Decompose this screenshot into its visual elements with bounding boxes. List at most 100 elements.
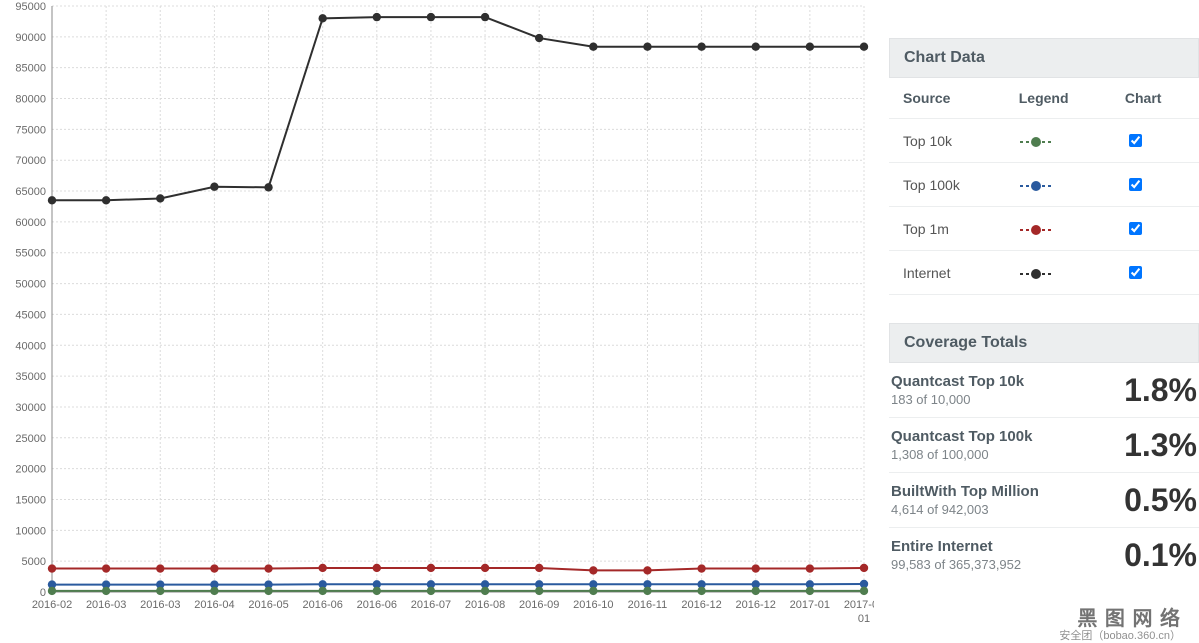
coverage-sub: 1,308 of 100,000: [891, 447, 1032, 462]
svg-text:95000: 95000: [15, 1, 46, 13]
svg-text:70000: 70000: [15, 155, 46, 167]
series-point-top1m: [102, 564, 110, 572]
series-point-top1m: [156, 564, 164, 572]
svg-text:45000: 45000: [15, 309, 46, 321]
series-point-top10k: [318, 587, 326, 595]
series-line-internet: [52, 17, 864, 200]
series-point-top1m: [589, 566, 597, 574]
svg-text:2016-07: 2016-07: [411, 599, 451, 611]
legend-row-top10k: Top 10k: [889, 119, 1199, 163]
series-point-top10k: [535, 587, 543, 595]
col-source: Source: [889, 78, 1005, 119]
coverage-title: BuiltWith Top Million: [891, 483, 1039, 500]
series-point-top10k: [589, 587, 597, 595]
series-point-top10k: [643, 587, 651, 595]
series-point-internet: [589, 43, 597, 51]
legend-label: Top 1m: [889, 207, 1005, 251]
coverage-pct: 1.8%: [1124, 373, 1197, 408]
side-panel: Chart Data Source Legend Chart Top 10kTo…: [889, 0, 1199, 637]
svg-text:25000: 25000: [15, 433, 46, 445]
svg-text:2016-04: 2016-04: [194, 599, 234, 611]
svg-text:01: 01: [858, 613, 870, 625]
series-point-internet: [643, 43, 651, 51]
coverage-row: Entire Internet 99,583 of 365,373,952 0.1%: [889, 528, 1199, 582]
series-point-top1m: [752, 564, 760, 572]
series-point-internet: [806, 43, 814, 51]
legend-swatch: [1005, 207, 1111, 251]
series-point-top10k: [481, 587, 489, 595]
coverage-sub: 183 of 10,000: [891, 392, 1024, 407]
series-point-top1m: [427, 564, 435, 572]
svg-text:90000: 90000: [15, 32, 46, 44]
series-point-internet: [860, 43, 868, 51]
svg-text:55000: 55000: [15, 248, 46, 260]
series-point-top10k: [860, 587, 868, 595]
coverage-row: Quantcast Top 10k 183 of 10,000 1.8%: [889, 363, 1199, 418]
coverage-pct: 1.3%: [1124, 428, 1197, 463]
legend-swatch: [1005, 251, 1111, 295]
svg-text:65000: 65000: [15, 186, 46, 198]
svg-text:60000: 60000: [15, 217, 46, 229]
svg-text:2016-12: 2016-12: [736, 599, 776, 611]
series-point-internet: [48, 196, 56, 204]
legend-label: Top 100k: [889, 163, 1005, 207]
series-point-internet: [427, 13, 435, 21]
legend-toggle-top1m[interactable]: [1129, 222, 1142, 235]
legend-swatch: [1005, 119, 1111, 163]
legend-label: Internet: [889, 251, 1005, 295]
series-point-top1m: [48, 564, 56, 572]
svg-text:20000: 20000: [15, 464, 46, 476]
legend-row-top100k: Top 100k: [889, 163, 1199, 207]
series-line-top100k: [52, 584, 864, 585]
svg-text:30000: 30000: [15, 402, 46, 414]
series-point-top10k: [210, 587, 218, 595]
svg-text:2016-08: 2016-08: [465, 599, 505, 611]
svg-text:2016-09: 2016-09: [519, 599, 559, 611]
coverage-title: Quantcast Top 10k: [891, 373, 1024, 390]
series-point-internet: [373, 13, 381, 21]
series-point-internet: [697, 43, 705, 51]
series-point-top1m: [860, 564, 868, 572]
legend-swatch: [1005, 163, 1111, 207]
series-point-internet: [318, 14, 326, 22]
svg-text:15000: 15000: [15, 494, 46, 506]
legend-toggle-internet[interactable]: [1129, 266, 1142, 279]
series-point-internet: [210, 183, 218, 191]
svg-text:80000: 80000: [15, 94, 46, 106]
svg-text:2016-10: 2016-10: [573, 599, 613, 611]
legend-row-top1m: Top 1m: [889, 207, 1199, 251]
svg-text:2016-05: 2016-05: [248, 599, 288, 611]
legend-row-internet: Internet: [889, 251, 1199, 295]
coverage-title: Entire Internet: [891, 538, 1021, 555]
legend-toggle-top100k[interactable]: [1129, 178, 1142, 191]
series-point-internet: [752, 43, 760, 51]
series-point-top10k: [373, 587, 381, 595]
coverage-pct: 0.1%: [1124, 538, 1197, 573]
chart-container: 0500010000150002000025000300003500040000…: [0, 0, 874, 637]
svg-text:2016-03: 2016-03: [86, 599, 126, 611]
series-point-top10k: [697, 587, 705, 595]
series-point-internet: [156, 194, 164, 202]
svg-text:2016-06: 2016-06: [302, 599, 342, 611]
coverage-row: Quantcast Top 100k 1,308 of 100,000 1.3%: [889, 418, 1199, 473]
series-point-top1m: [210, 564, 218, 572]
series-point-top1m: [697, 564, 705, 572]
coverage-sub: 99,583 of 365,373,952: [891, 557, 1021, 572]
series-point-top10k: [427, 587, 435, 595]
watermark-sub: 安全团（bobao.360.cn）: [1059, 627, 1181, 643]
legend-toggle-top10k[interactable]: [1129, 134, 1142, 147]
svg-text:2016-12: 2016-12: [681, 599, 721, 611]
series-point-top1m: [373, 564, 381, 572]
svg-text:85000: 85000: [15, 63, 46, 75]
coverage-title: Quantcast Top 100k: [891, 428, 1032, 445]
series-point-top1m: [806, 564, 814, 572]
series-point-top10k: [48, 587, 56, 595]
line-chart: 0500010000150002000025000300003500040000…: [0, 0, 874, 637]
svg-text:5000: 5000: [22, 556, 46, 568]
series-point-top1m: [318, 564, 326, 572]
chart-data-header: Chart Data: [889, 38, 1199, 78]
coverage-sub: 4,614 of 942,003: [891, 502, 1039, 517]
svg-text:2017-01: 2017-01: [844, 599, 874, 611]
coverage-pct: 0.5%: [1124, 483, 1197, 518]
col-legend: Legend: [1005, 78, 1111, 119]
